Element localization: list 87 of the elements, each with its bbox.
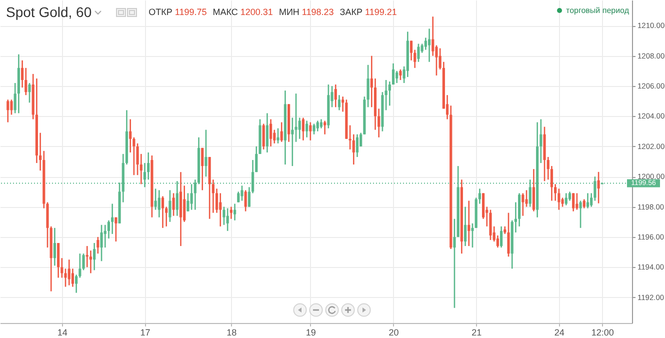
x-tick-label: 20: [388, 328, 399, 338]
candlestick: [104, 224, 106, 248]
candlestick: [28, 82, 31, 104]
candlestick: [453, 218, 456, 309]
candlestick: [233, 203, 236, 222]
candlestick: [266, 112, 268, 154]
candlestick: [53, 227, 56, 266]
candlestick: [522, 192, 524, 216]
candlestick: [572, 192, 575, 212]
candlestick: [111, 203, 114, 235]
x-tick-label: 14: [57, 328, 68, 338]
candlestick: [464, 206, 467, 247]
candlestick: [356, 134, 359, 158]
candlestick: [237, 191, 240, 203]
x-tick-label: 21: [472, 328, 482, 338]
candlestick: [96, 236, 100, 254]
candlestick: [384, 79, 388, 111]
candlestick: [576, 192, 578, 210]
candlestick: [532, 168, 536, 212]
candlestick: [291, 117, 294, 167]
candlestick: [89, 250, 92, 274]
candlestick: [244, 190, 247, 212]
candlestick: [204, 129, 208, 178]
candlestick: [597, 171, 600, 204]
candlestick: [579, 200, 582, 229]
candlestick: [298, 117, 301, 140]
candlestick: [312, 123, 316, 135]
candlestick: [568, 191, 572, 202]
candlestick: [417, 43, 420, 63]
x-tick-label: 12:00: [591, 328, 614, 338]
candlestick: [219, 192, 222, 228]
candlestick: [6, 98, 10, 123]
candlestick: [396, 70, 398, 84]
candlestick: [161, 196, 164, 229]
candlestick: [582, 198, 586, 209]
candlestick: [172, 192, 175, 216]
annotation: торговый период: [566, 6, 629, 15]
candlestick: [338, 94, 341, 111]
chart-title: Spot Gold, 60: [6, 4, 92, 20]
candlestick: [168, 190, 172, 223]
candlestick: [399, 68, 402, 81]
candlestick: [316, 120, 319, 132]
candlestick: [276, 128, 280, 144]
candlestick: [226, 208, 229, 232]
annotation: ЗАКР 1199.21: [340, 7, 397, 17]
candlestick: [100, 224, 103, 262]
annotation: МИН 1198.23: [278, 7, 334, 17]
candlestick: [302, 117, 305, 142]
candlestick: [154, 188, 157, 210]
candlestick: [158, 190, 160, 218]
candlestick: [68, 258, 70, 286]
candlestick: [306, 120, 308, 138]
candlestick: [262, 123, 265, 150]
x-tick-label: 17: [140, 328, 150, 338]
candlestick: [320, 118, 323, 129]
candlestick: [489, 209, 492, 241]
candlestick: [471, 222, 474, 248]
candlestick: [280, 122, 283, 143]
x-tick-label: 24: [554, 328, 564, 338]
candlestick: [93, 242, 96, 271]
candlestick: [309, 122, 312, 142]
x-tick-label: 18: [226, 328, 237, 338]
candlestick: [438, 48, 442, 70]
candlestick: [190, 183, 193, 210]
x-tick-label: 19: [306, 328, 316, 338]
candlestick: [507, 212, 510, 258]
candlestick: [564, 192, 568, 206]
candlestick: [352, 134, 355, 166]
candlestick: [60, 257, 64, 278]
candlestick: [558, 188, 560, 210]
candlestick: [240, 185, 244, 202]
candlestick: [428, 28, 431, 63]
candlestick: [10, 98, 13, 116]
candlestick: [468, 200, 470, 247]
candlestick: [366, 64, 370, 108]
candlestick: [334, 84, 337, 108]
annotation: ОТКР 1199.75: [148, 7, 207, 17]
candlestick: [586, 192, 590, 209]
candlestick: [230, 206, 232, 220]
annotation: МАКС 1200.31: [212, 7, 273, 17]
candlestick: [129, 118, 132, 154]
candlestick: [324, 120, 326, 135]
candlestick: [500, 226, 503, 248]
candlestick: [270, 118, 272, 148]
candlestick: [432, 16, 434, 56]
candlestick: [114, 216, 118, 242]
candlestick: [201, 147, 204, 191]
